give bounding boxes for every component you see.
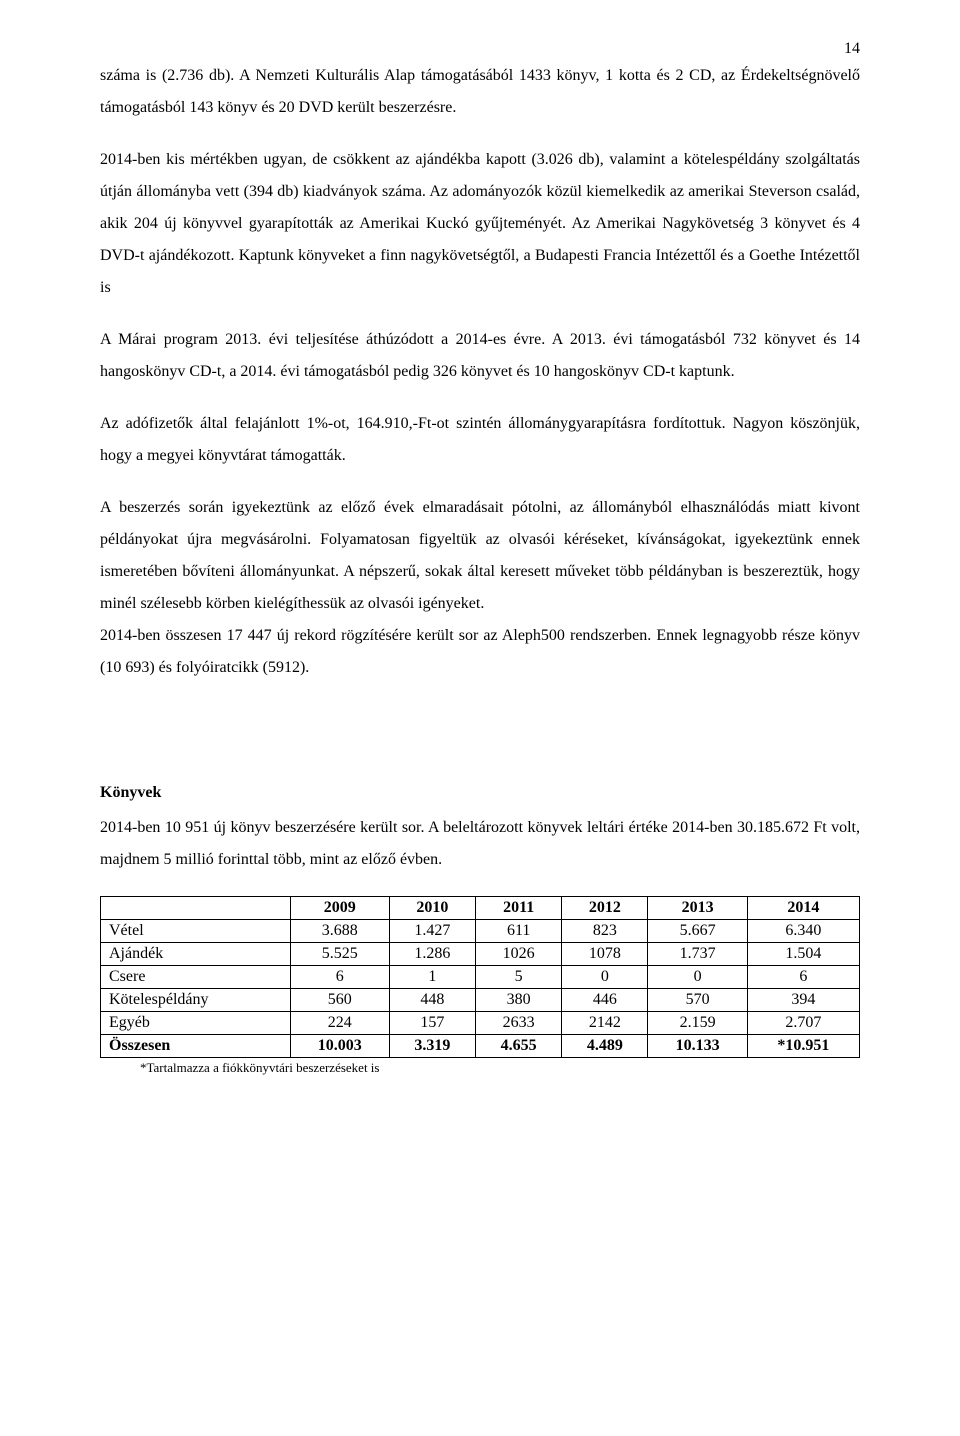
table-total-row: Összesen 10.003 3.319 4.655 4.489 10.133… (101, 1035, 860, 1058)
table-header-year: 2014 (747, 897, 859, 920)
table-cell: 5.525 (290, 943, 389, 966)
table-header-blank (101, 897, 291, 920)
table-cell: 560 (290, 989, 389, 1012)
table-row: Egyéb 224 157 2633 2142 2.159 2.707 (101, 1012, 860, 1035)
page-number: 14 (844, 40, 860, 58)
table-cell: 6 (747, 966, 859, 989)
table-cell: 1 (389, 966, 475, 989)
table-cell: 448 (389, 989, 475, 1012)
table-row-label: Kötelespéldány (101, 989, 291, 1012)
table-header-row: 2009 2010 2011 2012 2013 2014 (101, 897, 860, 920)
table-header-year: 2009 (290, 897, 389, 920)
table-cell: 1.737 (648, 943, 747, 966)
table-header-year: 2012 (562, 897, 648, 920)
table-row-label: Egyéb (101, 1012, 291, 1035)
table-cell: 570 (648, 989, 747, 1012)
table-cell: 611 (476, 920, 562, 943)
table-cell: 1078 (562, 943, 648, 966)
paragraph-6: 2014-ben összesen 17 447 új rekord rögzí… (100, 620, 860, 684)
table-row-label: Csere (101, 966, 291, 989)
paragraph-1: száma is (2.736 db). A Nemzeti Kulturáli… (100, 60, 860, 124)
table-footnote: *Tartalmazza a fiókkönyvtári beszerzések… (140, 1060, 860, 1076)
table-total-cell: 4.655 (476, 1035, 562, 1058)
table-cell: 1.504 (747, 943, 859, 966)
table-cell: 5.667 (648, 920, 747, 943)
paragraph-4: Az adófizetők által felajánlott 1%-ot, 1… (100, 408, 860, 472)
table-total-cell: 4.489 (562, 1035, 648, 1058)
table-cell: 6.340 (747, 920, 859, 943)
table-cell: 224 (290, 1012, 389, 1035)
table-cell: 5 (476, 966, 562, 989)
table-cell: 823 (562, 920, 648, 943)
table-total-cell: 3.319 (389, 1035, 475, 1058)
table-total-label: Összesen (101, 1035, 291, 1058)
table-cell: 446 (562, 989, 648, 1012)
table-header-year: 2013 (648, 897, 747, 920)
table-cell: 2.159 (648, 1012, 747, 1035)
table-row: Kötelespéldány 560 448 380 446 570 394 (101, 989, 860, 1012)
table-row: Csere 6 1 5 0 0 6 (101, 966, 860, 989)
table-cell: 380 (476, 989, 562, 1012)
table-cell: 1026 (476, 943, 562, 966)
table-cell: 0 (648, 966, 747, 989)
document-page: 14 száma is (2.736 db). A Nemzeti Kultur… (0, 0, 960, 1436)
table-cell: 1.427 (389, 920, 475, 943)
table-row-label: Ajándék (101, 943, 291, 966)
table-cell: 0 (562, 966, 648, 989)
table-header-year: 2011 (476, 897, 562, 920)
table-total-cell: 10.003 (290, 1035, 389, 1058)
table-header-year: 2010 (389, 897, 475, 920)
table-cell: 2.707 (747, 1012, 859, 1035)
paragraph-5: A beszerzés során igyekeztünk az előző é… (100, 492, 860, 620)
table-cell: 2633 (476, 1012, 562, 1035)
table-total-cell: *10.951 (747, 1035, 859, 1058)
section-title-books: Könyvek (100, 784, 860, 802)
table-cell: 3.688 (290, 920, 389, 943)
books-table: 2009 2010 2011 2012 2013 2014 Vétel 3.68… (100, 896, 860, 1058)
table-cell: 157 (389, 1012, 475, 1035)
table-cell: 1.286 (389, 943, 475, 966)
table-row-label: Vétel (101, 920, 291, 943)
table-row: Vétel 3.688 1.427 611 823 5.667 6.340 (101, 920, 860, 943)
table-total-cell: 10.133 (648, 1035, 747, 1058)
table-cell: 2142 (562, 1012, 648, 1035)
table-row: Ajándék 5.525 1.286 1026 1078 1.737 1.50… (101, 943, 860, 966)
paragraph-7: 2014-ben 10 951 új könyv beszerzésére ke… (100, 812, 860, 876)
table-cell: 394 (747, 989, 859, 1012)
table-cell: 6 (290, 966, 389, 989)
paragraph-2: 2014-ben kis mértékben ugyan, de csökken… (100, 144, 860, 304)
paragraph-3: A Márai program 2013. évi teljesítése át… (100, 324, 860, 388)
